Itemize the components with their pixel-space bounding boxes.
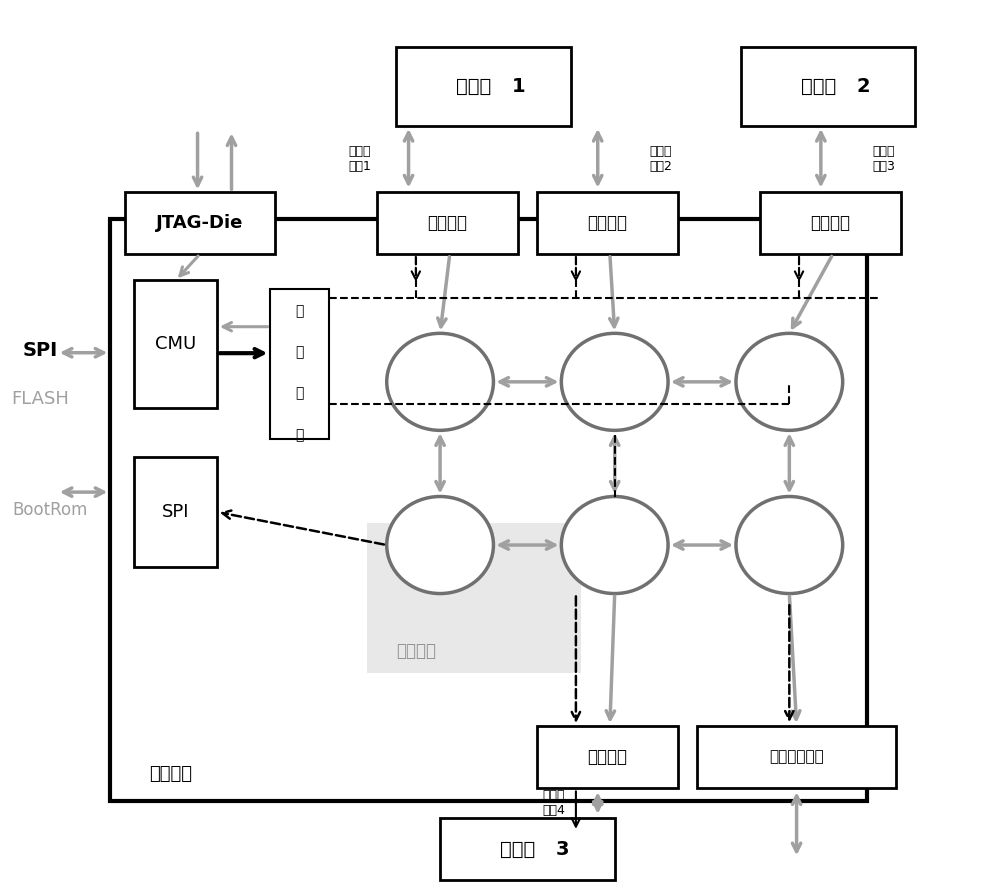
Bar	[697, 726, 896, 788]
Text: 协议转换: 协议转换	[587, 214, 627, 232]
Text: 网: 网	[295, 305, 304, 318]
Text: 主设备
接口2: 主设备 接口2	[649, 145, 672, 173]
Text: 主设备
接口4: 主设备 接口4	[543, 789, 566, 817]
Circle shape	[736, 333, 843, 430]
Bar	[760, 192, 901, 254]
Text: 络: 络	[295, 346, 304, 359]
Circle shape	[561, 333, 668, 430]
Text: 配: 配	[295, 386, 304, 401]
Bar	[134, 457, 217, 567]
Text: 3: 3	[556, 840, 569, 859]
Text: 主设备
接口3: 主设备 接口3	[872, 145, 895, 173]
Bar	[270, 289, 329, 439]
Text: BootRom: BootRom	[12, 501, 88, 519]
Text: 主设备: 主设备	[500, 840, 535, 859]
Text: 协议转换: 协议转换	[811, 214, 851, 232]
Circle shape	[387, 496, 493, 593]
Bar	[440, 818, 615, 880]
Text: 外部扩展接口: 外部扩展接口	[769, 749, 824, 764]
Bar	[367, 523, 581, 673]
Bar	[741, 47, 915, 126]
Text: SPI: SPI	[162, 503, 189, 521]
Text: FLASH: FLASH	[11, 391, 69, 409]
Text: CMU: CMU	[155, 335, 196, 353]
Text: SPI: SPI	[23, 341, 58, 360]
Bar	[537, 726, 678, 788]
Bar	[134, 280, 217, 409]
Bar	[537, 192, 678, 254]
Text: 主设备: 主设备	[801, 77, 836, 96]
Text: 协议转换: 协议转换	[587, 748, 627, 766]
Bar	[125, 192, 275, 254]
Bar	[396, 47, 571, 126]
Text: JTAG-Die: JTAG-Die	[156, 214, 244, 232]
Text: 1: 1	[512, 77, 525, 96]
Circle shape	[561, 496, 668, 593]
Bar	[110, 219, 867, 801]
Text: 互联裸芯: 互联裸芯	[149, 765, 192, 783]
Text: 2: 2	[856, 77, 870, 96]
Text: 协议转换: 协议转换	[427, 214, 467, 232]
Text: 内部网络: 内部网络	[396, 642, 436, 659]
Circle shape	[736, 496, 843, 593]
Circle shape	[387, 333, 493, 430]
Text: 主设备: 主设备	[456, 77, 492, 96]
Text: 置: 置	[295, 427, 304, 442]
Bar	[377, 192, 518, 254]
Text: 主设备
接口1: 主设备 接口1	[349, 145, 371, 173]
